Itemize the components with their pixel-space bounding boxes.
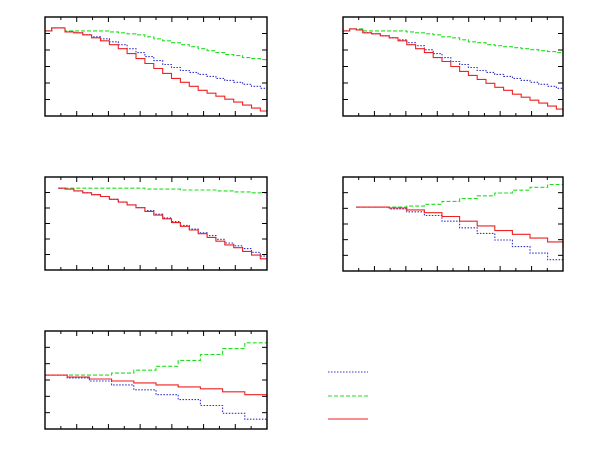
plot-frame (342, 176, 564, 272)
series-line-dashed (58, 187, 268, 194)
plot-frame (44, 330, 268, 430)
series-line-solid (45, 27, 268, 113)
chart-panel-5 (44, 330, 268, 430)
legend (328, 371, 368, 420)
chart-panel-3 (44, 176, 268, 271)
series-line-dotted (45, 27, 268, 91)
series-line-dotted (356, 206, 564, 269)
series-line-dashed (45, 338, 268, 376)
series-line-solid (58, 187, 268, 263)
series-line-dashed (343, 28, 564, 54)
chart-panel-2 (342, 16, 564, 117)
chart-panel-1 (44, 16, 268, 117)
series-line-dashed (45, 27, 268, 61)
series-line-solid (343, 28, 564, 112)
series-line-dashed (356, 180, 564, 208)
chart-panels (44, 16, 564, 430)
chart-panel-4 (342, 176, 564, 272)
series-line-solid (45, 374, 268, 404)
series-line-solid (356, 206, 564, 248)
